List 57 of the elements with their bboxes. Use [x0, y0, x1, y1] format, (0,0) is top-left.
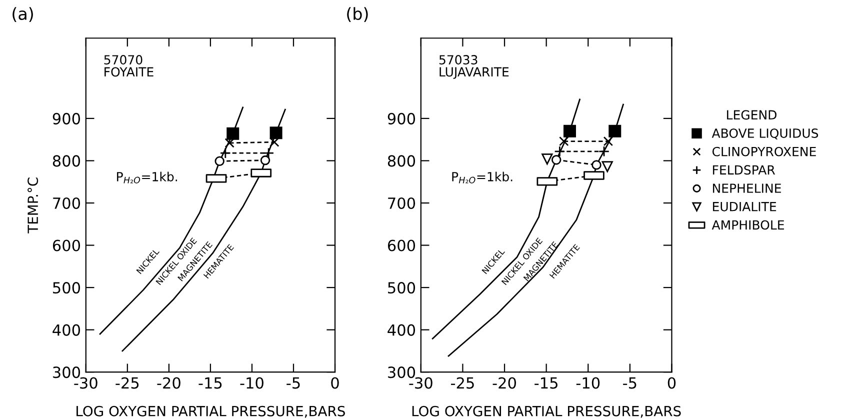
x-axis-title: LOG OXYGEN PARTIAL PRESSURE,BARS — [412, 406, 681, 418]
y-tick-label: 700 — [388, 197, 416, 210]
y-tick-label: 900 — [388, 112, 416, 124]
x-tick-label: 0 — [331, 377, 339, 389]
annotation: 57033 LUJAVARITE — [439, 55, 509, 79]
point — [592, 160, 602, 170]
point — [226, 127, 240, 140]
y-tick-label: 700 — [53, 197, 80, 210]
point — [608, 124, 622, 138]
y-tick-label: 600 — [388, 240, 416, 252]
x-tick-label: -25 — [116, 377, 139, 389]
point — [270, 126, 282, 140]
point — [602, 161, 613, 172]
x-tick-label: -20 — [157, 377, 180, 389]
y-tick-label: 300 — [388, 366, 416, 378]
y-tick-label: 900 — [52, 112, 80, 124]
x-axis-title: LOG OXYGEN PARTIAL PRESSURE,BARS — [76, 406, 345, 418]
legend-label: FELDSPAR — [712, 165, 775, 175]
y-tick-label: 800 — [52, 155, 80, 167]
y-tick-label: 600 — [52, 240, 80, 252]
x-tick-label: -30 — [409, 377, 432, 389]
annotation: 57070 FOYAITE — [104, 55, 154, 77]
y-tick-label: 300 — [53, 366, 80, 378]
line-series — [432, 98, 580, 340]
point — [260, 155, 270, 166]
x-tick-label: -15 — [198, 377, 222, 389]
annotation: P$_{H₂O}$=1kb. — [117, 172, 177, 184]
point — [551, 155, 562, 165]
point — [563, 124, 576, 138]
x-tick-label: -10 — [576, 377, 600, 389]
chart-title: (a) — [12, 7, 33, 22]
y-axis-title: TEMP.°C — [28, 178, 38, 234]
legend-label: NEPHELINE — [712, 184, 781, 193]
y-tick-label: 500 — [388, 282, 416, 294]
legend-label: AMPHIBOLE — [712, 220, 784, 230]
x-tick-label: -20 — [492, 377, 516, 389]
chart-title: (b) — [347, 7, 368, 22]
x-tick-label: -30 — [74, 377, 98, 389]
y-tick-label: 800 — [388, 155, 416, 167]
y-tick-label: 400 — [388, 324, 416, 336]
legend-title: LEGEND — [727, 110, 776, 120]
x-tick-label: -5 — [286, 377, 300, 389]
legend-label: EUDIALITE — [712, 202, 776, 212]
line-series — [448, 104, 624, 357]
point — [214, 156, 224, 166]
x-tick-label: -5 — [623, 377, 636, 389]
line-series — [99, 106, 244, 335]
annotation: P$_{H₂O}$=1kb. — [452, 172, 512, 184]
x-tick-label: -25 — [450, 377, 474, 389]
y-tick-label: 400 — [52, 324, 80, 336]
x-tick-label: -10 — [240, 377, 264, 389]
legend-label: ABOVE LIQUIDUS — [712, 128, 818, 140]
legend-label: CLINOPYROXENE — [712, 146, 816, 156]
x-tick-label: -15 — [534, 377, 558, 389]
y-tick-label: 500 — [53, 282, 80, 294]
x-tick-label: 0 — [668, 377, 676, 389]
point — [542, 153, 553, 165]
